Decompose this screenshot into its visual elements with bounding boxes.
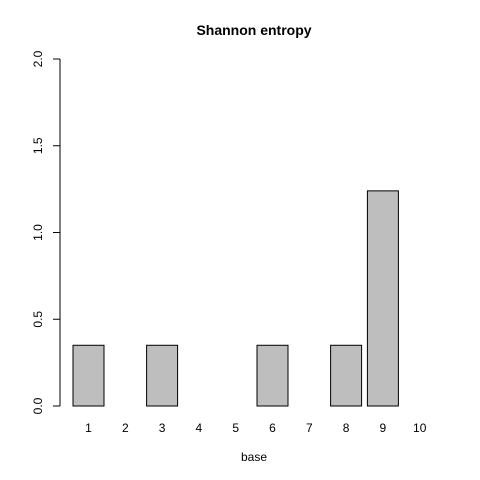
bar-6: [256, 344, 289, 407]
bar-1: [72, 344, 105, 407]
y-tick-label: 1.5: [31, 137, 45, 154]
x-tick-label: 4: [196, 421, 203, 435]
x-tick-label: 2: [122, 421, 129, 435]
y-tick-label: 0.5: [31, 311, 45, 328]
x-axis-labels: 1 2 3 4 5 6 7 8 9 10: [85, 421, 427, 435]
y-tick-label: 0.0: [31, 397, 45, 414]
x-tick-label: 10: [413, 421, 427, 435]
y-tick-label: 2.0: [31, 50, 45, 67]
bar-9: [366, 190, 399, 407]
bars: [72, 190, 399, 407]
x-tick-label: 1: [85, 421, 92, 435]
x-tick-label: 9: [380, 421, 387, 435]
x-tick-label: 8: [343, 421, 350, 435]
bar-3: [146, 344, 179, 407]
x-tick-label: 7: [306, 421, 313, 435]
y-tick-label: 1.0: [31, 224, 45, 241]
x-tick-label: 3: [159, 421, 166, 435]
x-tick-label: 6: [269, 421, 276, 435]
chart-title: Shannon entropy: [196, 22, 311, 38]
y-axis: 0.0 0.5 1.0 1.5 2.0: [31, 50, 61, 414]
bar-8: [330, 344, 363, 407]
x-tick-label: 5: [232, 421, 239, 435]
x-axis-label: base: [241, 450, 267, 464]
